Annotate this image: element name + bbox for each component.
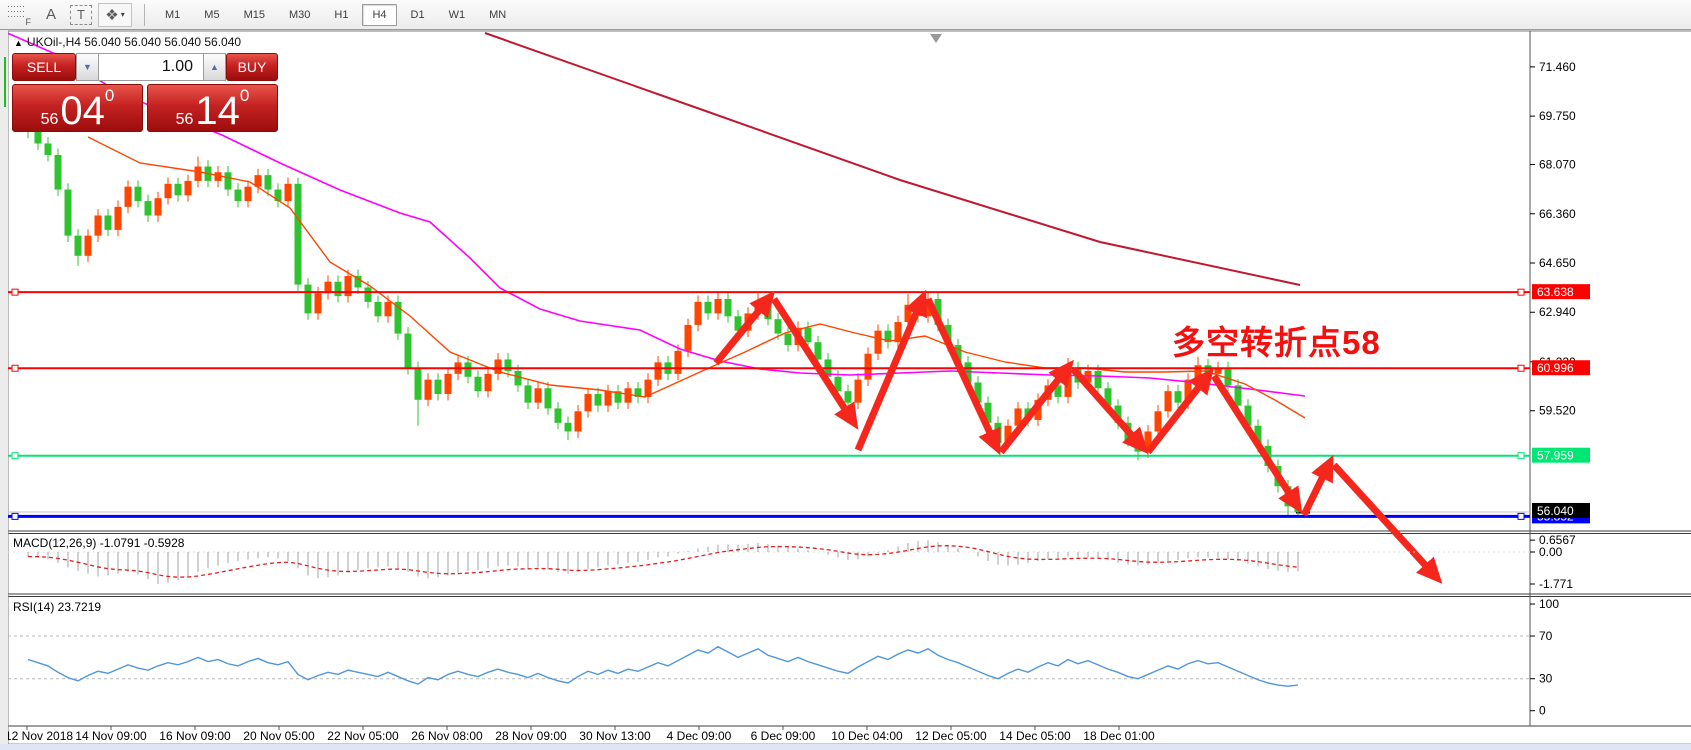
svg-text:68.070: 68.070 [1539,158,1576,172]
window-bottom-edge [0,744,1691,750]
svg-text:16 Nov 09:00: 16 Nov 09:00 [159,729,231,743]
svg-text:30: 30 [1539,672,1553,686]
svg-text:30 Nov 13:00: 30 Nov 13:00 [579,729,651,743]
symbol-header: ▲ UKOil-,H4 56.040 56.040 56.040 56.040 [14,35,241,49]
text-label-icon[interactable]: A [45,6,56,23]
fast-ma-line [87,136,1306,419]
volume-input[interactable] [99,53,203,81]
panel-accent-line [4,57,6,107]
svg-text:26 Nov 08:00: 26 Nov 08:00 [411,729,483,743]
trend-annotation-arrows[interactable] [713,289,1443,584]
svg-text:RSI(14) 23.7219: RSI(14) 23.7219 [13,600,101,614]
svg-text:14 Dec 05:00: 14 Dec 05:00 [999,729,1071,743]
one-click-trading-panel: SELL ▼ ▲ BUY 56 04 0 56 14 0 [12,53,278,132]
timeframe-button-w1[interactable]: W1 [448,8,466,21]
toolbar-separator [144,3,145,26]
svg-text:64.650: 64.650 [1539,256,1576,270]
svg-text:69.750: 69.750 [1539,109,1576,123]
arrow-objects-icon[interactable]: ❖ ▾ [98,2,132,27]
svg-text:28 Nov 09:00: 28 Nov 09:00 [495,729,567,743]
trade-controls-row: SELL ▼ ▲ BUY [12,53,278,81]
chevron-down-icon: ▾ [120,10,125,19]
svg-text:56.040: 56.040 [1537,504,1574,518]
timeframe-button-mn[interactable]: MN [489,8,507,21]
chart-shift-marker [930,34,942,43]
svg-text:12 Dec 05:00: 12 Dec 05:00 [915,729,987,743]
diamond-glyph: ❖ [105,6,119,24]
time-axis[interactable]: 12 Nov 2018 14 Nov 09:00 16 Nov 09:00 20 No… [5,726,1155,743]
svg-text:66.360: 66.360 [1539,207,1576,221]
svg-text:57.959: 57.959 [1537,449,1574,463]
svg-text:62.940: 62.940 [1539,305,1576,319]
svg-text:4 Dec 09:00: 4 Dec 09:00 [667,729,732,743]
timeframe-button-d1[interactable]: D1 [410,8,425,21]
volume-increase-button[interactable]: ▲ [203,53,226,81]
buy-price-display[interactable]: 56 14 0 [147,84,278,132]
bid-price-label: 56.040 [1532,502,1590,518]
svg-text:-1.771: -1.771 [1539,577,1573,591]
svg-text:22 Nov 05:00: 22 Nov 05:00 [327,729,399,743]
descending-trendline[interactable] [484,32,1301,286]
svg-text:MACD(12,26,9) -1.0791 -0.5928: MACD(12,26,9) -1.0791 -0.5928 [13,536,185,550]
macd-label: MACD(12,26,9) -1.0791 -0.5928 [13,536,185,550]
svg-text:10 Dec 04:00: 10 Dec 04:00 [831,729,903,743]
svg-text:100: 100 [1539,597,1559,611]
fibonacci-icon[interactable]: F [6,3,32,27]
timeframe-button-m15[interactable]: M15 [243,8,265,21]
rsi-panel: RSI(14) 23.7219 100 70 30 0 [8,597,1559,718]
svg-text:71.460: 71.460 [1539,60,1576,74]
sell-price-sup: 0 [104,86,115,105]
buy-button[interactable]: BUY [226,53,278,81]
sell-price-display[interactable]: 56 04 0 [12,84,143,132]
svg-text:6 Dec 09:00: 6 Dec 09:00 [751,729,816,743]
buy-price-sup: 0 [239,86,250,105]
svg-text:0: 0 [1539,704,1546,718]
fibonacci-f-glyph: F [25,16,32,27]
chart-window-frame [7,30,1691,750]
chart-text-annotation[interactable]: 多空转折点58 [1172,324,1381,361]
svg-text:63.638: 63.638 [1537,285,1574,299]
sell-price-small: 56 [40,111,59,128]
timeframe-button-m5[interactable]: M5 [204,8,220,21]
svg-text:14 Nov 09:00: 14 Nov 09:00 [75,729,147,743]
svg-text:12 Nov 2018: 12 Nov 2018 [5,729,73,743]
timeframe-button-h4[interactable]: H4 [362,3,397,26]
hline-60-996[interactable]: 60.996 [8,360,1590,376]
timeframe-button-m30[interactable]: M30 [288,8,311,21]
sell-button[interactable]: SELL [12,53,76,81]
symbol-quote-text: UKOil-,H4 56.040 56.040 56.040 56.040 [26,35,242,49]
trade-price-row: 56 04 0 56 14 0 [12,84,278,132]
fibonacci-lines-glyph [8,5,24,18]
svg-text:18 Dec 01:00: 18 Dec 01:00 [1083,729,1155,743]
buy-price-big: 14 [195,89,240,134]
timeframe-button-h1[interactable]: H1 [334,8,349,21]
hline-57-959[interactable]: 57.959 [8,447,1590,463]
svg-text:20 Nov 05:00: 20 Nov 05:00 [243,729,315,743]
buy-price-small: 56 [175,111,194,128]
timeframe-button-group: M1 M5 M15 M30 H1 H4 D1 W1 MN [153,3,518,26]
sell-price-big: 04 [60,89,105,134]
svg-text:59.520: 59.520 [1539,404,1576,418]
svg-text:60.996: 60.996 [1537,361,1574,375]
svg-text:70: 70 [1539,629,1553,643]
collapse-panel-icon[interactable]: ▲ [14,38,23,48]
top-toolbar: F A T ❖ ▾ M1 M5 M15 M30 H1 H4 D1 W1 MN [0,0,1691,30]
text-tool-icon[interactable]: T [70,4,92,25]
volume-decrease-button[interactable]: ▼ [76,53,99,81]
timeframe-button-m1[interactable]: M1 [165,8,181,21]
window-left-edge [0,30,8,750]
svg-text:0.6567: 0.6567 [1539,533,1576,547]
svg-text:0.00: 0.00 [1539,545,1563,559]
